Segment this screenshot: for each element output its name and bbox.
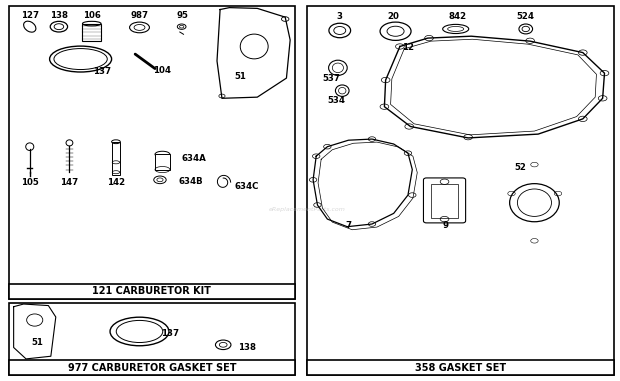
Text: 105: 105 [21,178,38,187]
Text: 842: 842 [448,11,467,21]
Text: 977 CARBURETOR GASKET SET: 977 CARBURETOR GASKET SET [68,363,236,373]
Bar [307,6,614,375]
Text: 634A: 634A [181,154,206,163]
Text: 534: 534 [327,96,345,105]
Text: 52: 52 [515,163,527,172]
Text: 138: 138 [50,11,68,20]
FancyBboxPatch shape [423,178,466,223]
Text: 106: 106 [83,11,100,20]
Text: 634B: 634B [179,177,203,186]
Text: 537: 537 [322,74,340,83]
Text: 142: 142 [107,178,125,187]
Text: 127: 127 [20,11,39,20]
Text: 3: 3 [337,11,343,21]
Text: 138: 138 [237,343,256,352]
Bar [307,360,614,375]
Text: 9: 9 [442,221,448,231]
Text: 51: 51 [31,338,43,347]
Bar [9,284,294,299]
Text: 524: 524 [516,11,535,21]
Bar [82,24,101,41]
Text: 987: 987 [130,11,149,20]
Text: 121 CARBURETOR KIT: 121 CARBURETOR KIT [92,287,211,296]
FancyBboxPatch shape [431,184,458,218]
Text: 95: 95 [177,11,189,20]
Bar [9,360,294,375]
Bar [112,142,120,175]
Text: 137: 137 [93,67,112,76]
Text: 137: 137 [161,329,180,338]
Text: eReplacementParts.com: eReplacementParts.com [268,207,345,212]
Bar [9,6,294,299]
Text: 20: 20 [388,11,400,21]
Text: 12: 12 [402,43,414,52]
Text: 7: 7 [345,221,352,230]
Text: 51: 51 [234,72,247,81]
Bar [155,154,170,170]
Text: 634C: 634C [234,182,259,191]
Text: 358 GASKET SET: 358 GASKET SET [415,363,506,373]
Bar [9,303,294,375]
Text: 147: 147 [60,178,79,187]
Text: 104: 104 [153,66,172,75]
